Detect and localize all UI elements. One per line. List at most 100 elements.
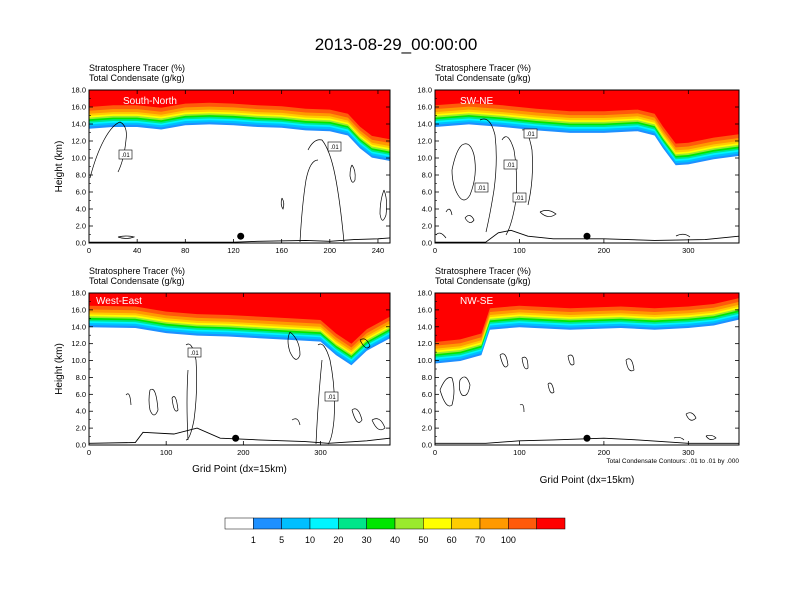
contour-label: .01 (327, 395, 336, 401)
colorbar-swatch (224, 517, 254, 530)
y-tick-label: 10.0 (71, 356, 86, 365)
y-tick-label: 2.0 (76, 222, 86, 231)
y-tick-label: 12.0 (71, 137, 86, 146)
x-tick-label: 0 (87, 448, 91, 457)
y-tick-label: 12.0 (417, 339, 432, 348)
y-tick-label: 0.0 (422, 239, 432, 248)
axes: 0.0 2.0 4.0 6.0 8.0 10.0 12.0 14.0 16.0 18.0 0 100 2… (417, 289, 740, 486)
y-tick-label: 12.0 (71, 339, 86, 348)
y-tick-label: 4.0 (422, 205, 432, 214)
condensate-contours (125, 331, 386, 445)
colorbar-swatch (394, 517, 424, 530)
y-tick-label: 18.0 (417, 289, 432, 298)
y-tick-label: 8.0 (76, 171, 86, 180)
cross-section-label: West-East (96, 296, 142, 307)
y-tick-label: 10.0 (71, 154, 86, 163)
tracer-fill (89, 293, 390, 366)
contour-label: .01 (506, 163, 515, 169)
panel-title-line-1: Stratosphere Tracer (%) (435, 266, 531, 276)
panel-nw-se: Stratosphere Tracer (%) Total Condensate… (417, 266, 740, 486)
y-tick-label: 2.0 (422, 424, 432, 433)
panel-title-line-2: Total Condensate (g/kg) (435, 276, 531, 286)
tracer-band (89, 90, 390, 140)
contour-label: .01 (477, 186, 486, 192)
colorbar-swatch (536, 517, 566, 530)
terrain (435, 229, 739, 243)
colorbar-swatch (309, 517, 339, 530)
colorbar-label: 70 (475, 535, 485, 545)
y-tick-label: 6.0 (76, 390, 86, 399)
contour-label-box (523, 128, 538, 139)
colorbar: 1 5 10 20 30 40 50 60 70 100 (224, 517, 566, 545)
y-tick-label: 14.0 (417, 120, 432, 129)
x-tick-label: 160 (275, 246, 288, 255)
contour-label: .01 (526, 132, 535, 138)
colorbar-label: 20 (333, 535, 343, 545)
cross-section-label: SW-NE (460, 96, 493, 107)
terrain (435, 437, 739, 444)
contour-label-box (327, 141, 342, 152)
panel-title-line-1: Stratosphere Tracer (%) (435, 63, 531, 73)
y-tick-label: 2.0 (422, 222, 432, 231)
contour-label-box (503, 159, 518, 170)
y-tick-label: 2.0 (76, 424, 86, 433)
condensate-contours (435, 118, 691, 239)
y-tick-label: 14.0 (417, 322, 432, 331)
y-tick-label: 16.0 (71, 103, 86, 112)
y-tick-label: 6.0 (76, 188, 86, 197)
y-tick-label: 18.0 (417, 86, 432, 95)
x-axis-label: Grid Point (dx=15km) (192, 464, 287, 475)
terrain-line (89, 427, 390, 444)
x-tick-label: 0 (433, 246, 437, 255)
figure-title: 2013-08-29_00:00:00 (315, 35, 478, 54)
y-tick-label: 10.0 (417, 154, 432, 163)
x-tick-label: 300 (682, 246, 695, 255)
contour-label-box (118, 149, 133, 160)
y-tick-label: 14.0 (71, 120, 86, 129)
y-tick-label: 8.0 (76, 373, 86, 382)
panel-west-east: Stratosphere Tracer (%) Total Condensate… (54, 266, 391, 475)
location-marker (232, 434, 240, 442)
colorbar-label: 30 (362, 535, 372, 545)
x-tick-label: 240 (372, 246, 385, 255)
terrain (89, 237, 390, 243)
x-tick-label: 80 (181, 246, 189, 255)
tracer-band (435, 90, 739, 144)
x-tick-label: 200 (598, 246, 611, 255)
panel-title-line-2: Total Condensate (g/kg) (435, 73, 531, 83)
x-tick-label: 100 (513, 448, 526, 457)
terrain (89, 427, 390, 444)
x-tick-label: 0 (433, 448, 437, 457)
colorbar-label: 10 (305, 535, 315, 545)
tracer-band (89, 293, 390, 344)
colorbar-label: 5 (279, 535, 284, 545)
contour-label: .01 (515, 196, 524, 202)
axes: 0.0 2.0 4.0 6.0 8.0 10.0 12.0 14.0 16.0 18.0 0 40 80… (54, 86, 391, 255)
tracer-band (435, 293, 739, 342)
colorbar-swatch (338, 517, 367, 530)
colorbar-swatch (253, 517, 282, 530)
y-tick-label: 16.0 (71, 305, 86, 314)
panel-title-line-2: Total Condensate (g/kg) (89, 276, 185, 286)
y-tick-label: 0.0 (76, 239, 86, 248)
panel-title-line-2: Total Condensate (g/kg) (89, 73, 185, 83)
location-marker (237, 232, 245, 240)
x-axis-label: Grid Point (dx=15km) (540, 475, 635, 486)
x-tick-label: 200 (324, 246, 337, 255)
y-tick-label: 0.0 (422, 441, 432, 450)
condensate-contours (89, 121, 388, 243)
x-tick-label: 40 (133, 246, 141, 255)
colorbar-label: 1 (251, 535, 256, 545)
colorbar-swatch (508, 517, 537, 530)
y-axis-label: Height (km) (54, 343, 65, 395)
tracer-fill (435, 90, 739, 166)
y-tick-label: 8.0 (422, 171, 432, 180)
y-tick-label: 4.0 (76, 205, 86, 214)
colorbar-swatch (423, 517, 452, 530)
colorbar-label: 60 (447, 535, 457, 545)
y-tick-label: 6.0 (422, 390, 432, 399)
y-tick-label: 12.0 (417, 137, 432, 146)
colorbar-label: 100 (501, 535, 516, 545)
x-tick-label: 100 (513, 246, 526, 255)
